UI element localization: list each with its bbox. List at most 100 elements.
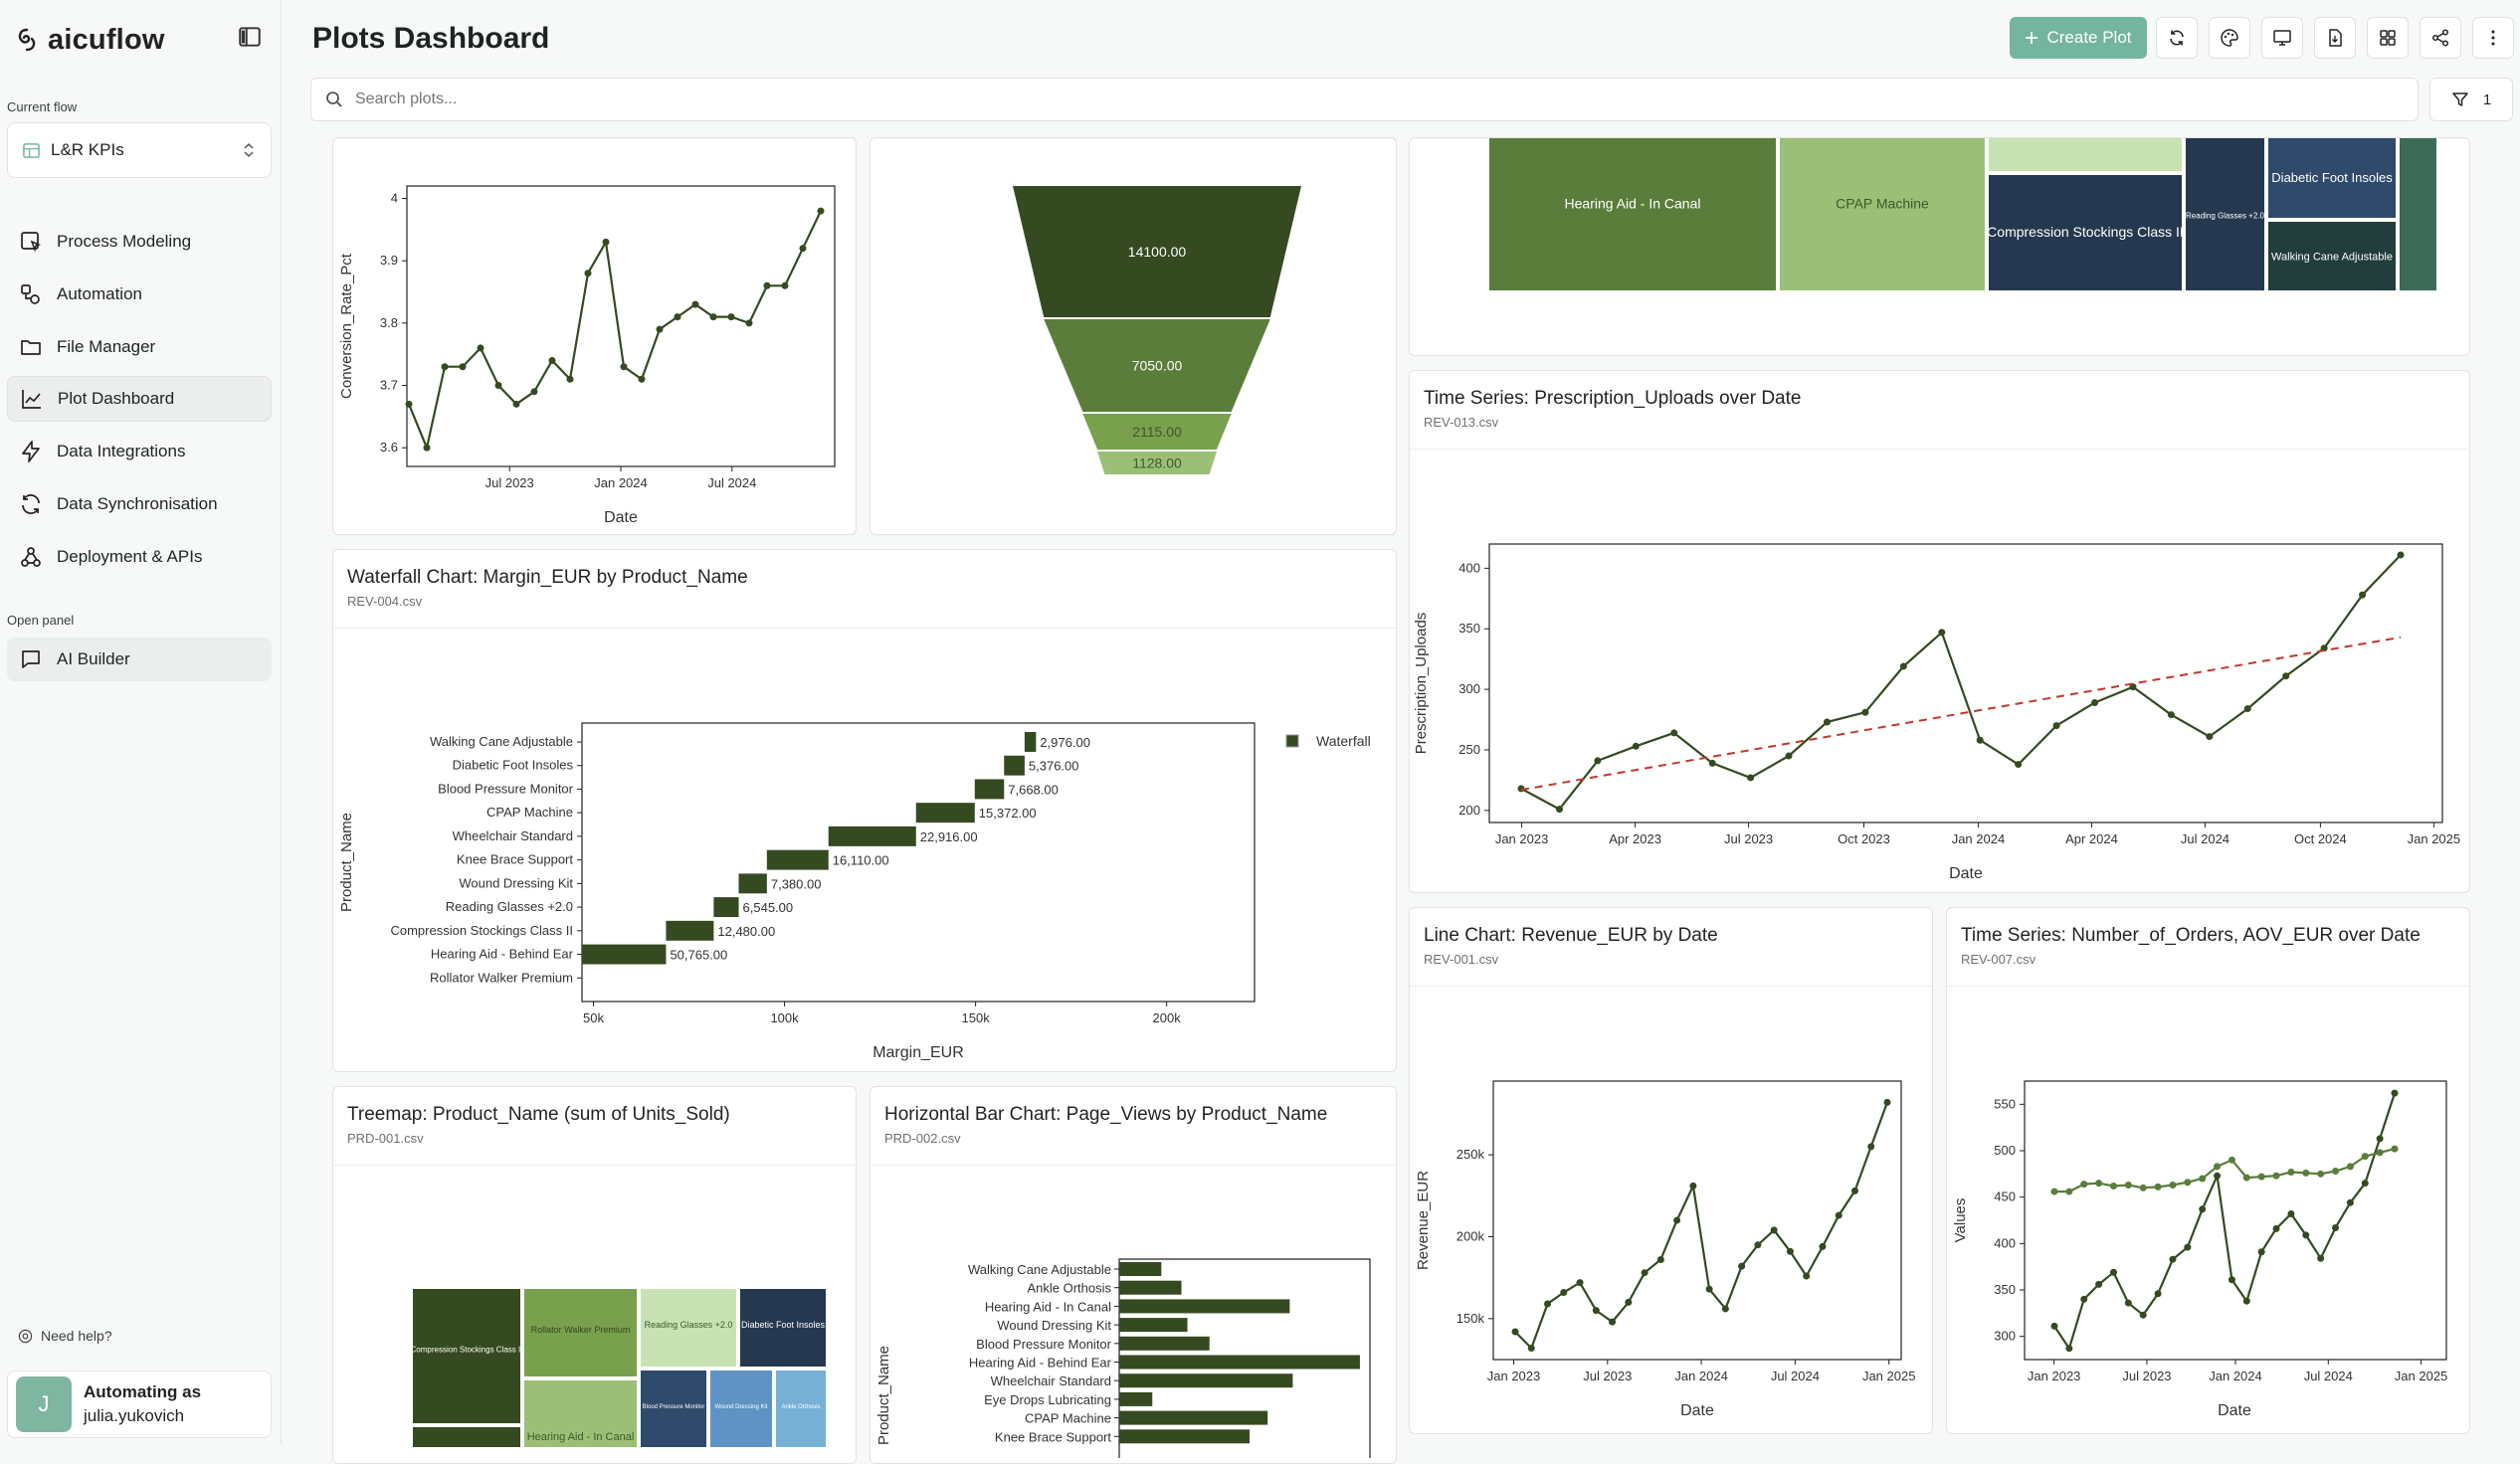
prescription-point (2052, 722, 2060, 730)
aov-point (2272, 1172, 2280, 1180)
prescription-xtick-label: Jul 2024 (2181, 831, 2229, 846)
conversion-point (405, 400, 413, 408)
header: Plots Dashboard Create Plot (283, 0, 2520, 78)
more-button[interactable] (2472, 17, 2514, 59)
waterfall-bar (766, 849, 829, 870)
aov-point (2302, 1169, 2310, 1177)
sidebar-item-process-modeling[interactable]: Process Modeling (7, 219, 272, 265)
conversion-point (494, 382, 502, 390)
prescription-xtick-label: Oct 2024 (2294, 831, 2347, 846)
revenue-point (1754, 1241, 1762, 1249)
revenue-ytick-label: 150k (1456, 1311, 1485, 1326)
waterfall-value-label: 7,668.00 (1008, 782, 1059, 797)
conversion-point (691, 300, 699, 308)
aov-point (2080, 1181, 2088, 1189)
treemap-tile (2186, 138, 2264, 290)
prescription-point (2167, 711, 2175, 719)
conversion-ytick-label: 3.7 (380, 378, 398, 393)
conversion-ytick-label: 3.8 (380, 315, 398, 330)
treemap-units-chart: Compression Stockings Class II Rollator W… (411, 1289, 826, 1447)
pageviews-bar (1119, 1410, 1268, 1425)
prescription-xtick-label: Jul 2023 (1724, 831, 1773, 846)
export-button[interactable] (2314, 17, 2356, 59)
open-panel-label: Open panel (7, 613, 75, 628)
revenue-point (1544, 1300, 1552, 1308)
conversion-xtick-label: Jul 2023 (485, 475, 534, 490)
sidebar-toggle-icon[interactable] (237, 24, 265, 52)
user-card[interactable]: J Automating as julia.yukovich (7, 1371, 272, 1438)
prescription-point (2397, 551, 2405, 559)
prescription-trend-line (1520, 636, 2402, 792)
share-button[interactable] (2420, 17, 2461, 59)
sidebar-item-file-manager[interactable]: File Manager (7, 324, 272, 370)
waterfall-bar (713, 897, 739, 918)
treemap-tile (524, 1289, 637, 1376)
create-plot-button[interactable]: Create Plot (2010, 17, 2147, 59)
sidebar-item-data-integrations[interactable]: Data Integrations (7, 429, 272, 474)
conversion-point (459, 363, 467, 371)
aov-point (2109, 1182, 2117, 1190)
search-bar[interactable] (310, 78, 2419, 121)
conversion-point (584, 270, 592, 277)
prescription-point (1899, 662, 1907, 670)
pageviews-bar (1119, 1280, 1182, 1295)
waterfall-bar (1004, 755, 1025, 776)
conversion-point (638, 375, 646, 383)
brand[interactable]: aicuflow (14, 20, 165, 60)
card-title: Horizontal Bar Chart: Page_Views by Prod… (884, 1104, 1328, 1125)
pageviews-category-label: Hearing Aid - In Canal (985, 1299, 1111, 1314)
revenue-point (1883, 1098, 1891, 1106)
treemap-tile (2400, 138, 2436, 290)
pageviews-bar (1119, 1262, 1162, 1276)
card-source: PRD-001.csv (347, 1131, 424, 1146)
sidebar-item-plot-dashboard[interactable]: Plot Dashboard (7, 376, 272, 422)
treemap-tile (1489, 138, 1776, 290)
layout-button[interactable] (2367, 17, 2409, 59)
refresh-button[interactable] (2156, 17, 2198, 59)
waterfall-value-label: 50,765.00 (670, 948, 727, 963)
file-export-icon (2329, 29, 2342, 47)
sidebar-item-data-synchronisation[interactable]: Data Synchronisation (7, 481, 272, 527)
flow-selector[interactable]: L&R KPIs (7, 122, 272, 178)
user-name: julia.yukovich (84, 1406, 185, 1425)
orders-point (2169, 1255, 2177, 1263)
revenue-point (1527, 1344, 1535, 1352)
ai-builder-button[interactable]: AI Builder (7, 638, 272, 681)
search-input[interactable] (355, 91, 2245, 108)
conversion-point (745, 319, 753, 327)
aicuflow-logo-icon (18, 28, 36, 52)
waterfall-bar (582, 944, 667, 965)
funnel-stage (1082, 414, 1232, 450)
aov-point (2228, 1156, 2235, 1164)
sidebar-item-deployment-apis[interactable]: Deployment & APIs (7, 534, 272, 580)
treemap-tile-label: Diabetic Foot Insoles (741, 1320, 826, 1330)
orders-ytick-label: 500 (1994, 1143, 2016, 1158)
theme-button[interactable] (2209, 17, 2250, 59)
help-link[interactable]: Need help? (18, 1328, 112, 1344)
y-axis-label: Conversion_Rate_Pct (338, 253, 355, 399)
sidebar-item-label: Process Modeling (57, 232, 192, 251)
waterfall-category-label: Rollator Walker Premium (430, 970, 573, 985)
orders-ytick-label: 450 (1994, 1190, 2016, 1204)
sidebar-item-automation[interactable]: Automation (7, 272, 272, 317)
revenue-point (1625, 1298, 1633, 1306)
prescription-point (1594, 757, 1602, 765)
pageviews-category-label: Wheelchair Standard (991, 1373, 1111, 1388)
prescription-xtick-label: Jan 2025 (2408, 831, 2461, 846)
present-button[interactable] (2261, 17, 2303, 59)
treemap-top-chart: Hearing Aid - In Canal CPAP Machine Compre… (1489, 138, 2436, 290)
filter-button[interactable]: 1 (2429, 78, 2513, 121)
waterfall-value-label: 2,976.00 (1040, 735, 1090, 750)
card-divider (333, 628, 1396, 629)
user-line-1: Automating as (84, 1382, 202, 1401)
sidebar-item-label: Data Synchronisation (57, 494, 218, 513)
x-axis-label: Date (1949, 865, 1983, 882)
conversion-point (477, 344, 485, 352)
plot-frame (1492, 1080, 1902, 1361)
orders-xtick-label: Jan 2025 (2395, 1369, 2448, 1383)
waterfall-xtick-label: 100k (770, 1010, 799, 1025)
y-axis-label: Prescription_Uploads (1413, 613, 1430, 755)
conversion-point (548, 356, 556, 364)
revenue-point (1656, 1256, 1664, 1264)
prescription-point (1823, 718, 1831, 726)
